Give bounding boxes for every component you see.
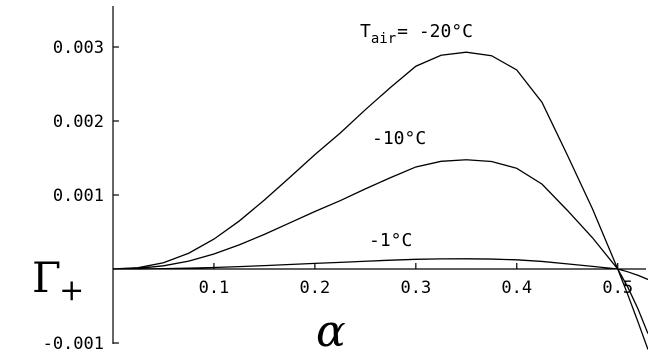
x-tick-label: 0.4 [501,278,532,298]
y-tick-label: 0.003 [53,38,104,58]
x-axis-label: α [316,306,346,356]
y-axis-label: Γ+ [32,253,84,308]
series-curve-t-air-minus-20 [112,51,648,350]
x-tick-label: 0.3 [400,278,431,298]
series-label-minus-1: -1°C [369,230,412,251]
series-curve-minus-10 [112,159,648,334]
x-tick-label: 0.1 [199,278,230,298]
x-tick-label: 0.2 [300,278,331,298]
y-tick-label: 0.002 [53,112,104,132]
axes [112,6,646,344]
series-label-t-air-minus-20: Tair= -20°C [360,21,473,47]
series-label-minus-10: -10°C [372,128,426,149]
y-tick-label: -0.001 [43,334,104,354]
series-curve-minus-1 [112,258,648,281]
y-tick-label: 0.001 [53,186,104,206]
curves [112,51,648,350]
